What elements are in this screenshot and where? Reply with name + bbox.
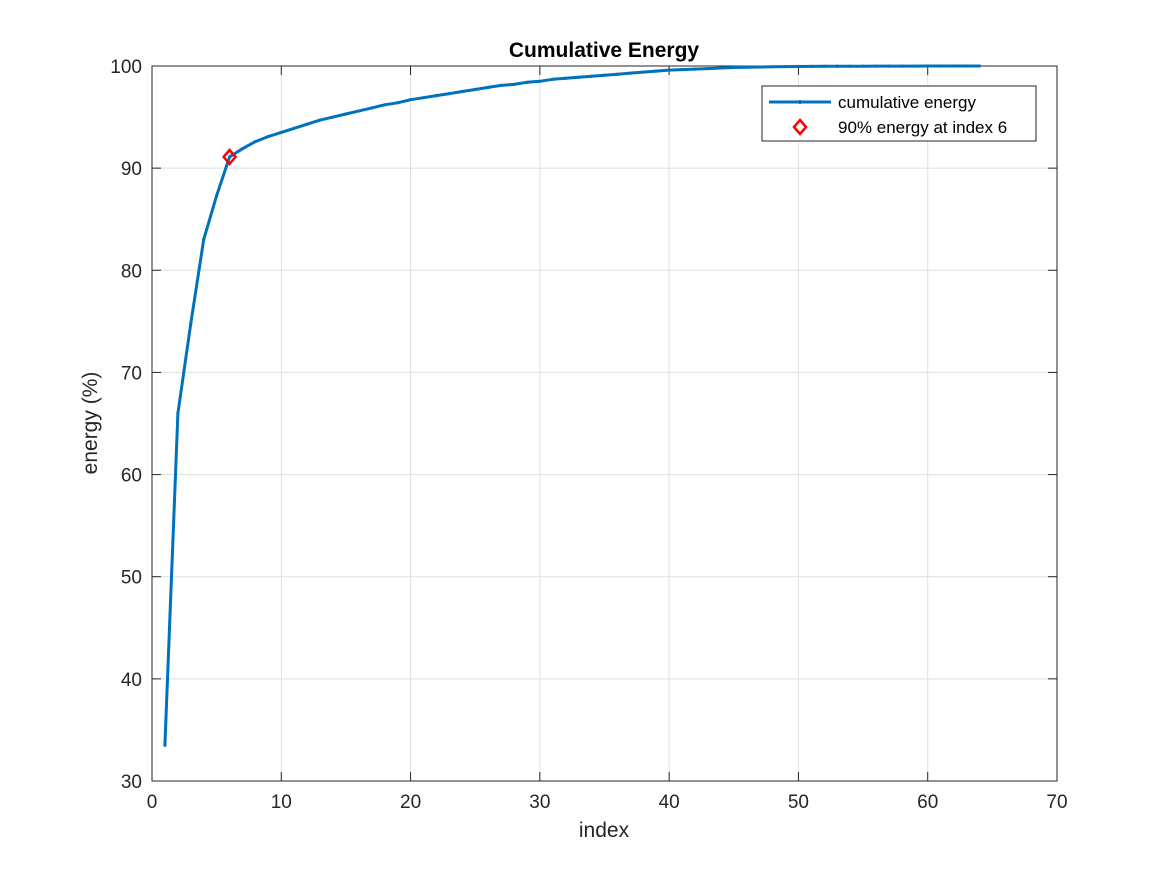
x-tick-label: 30 [529,792,550,813]
cumulative-energy-point [266,134,270,139]
cumulative-energy-point [770,65,775,69]
cumulative-energy-point [421,96,426,100]
cumulative-energy-point [900,64,904,68]
cumulative-energy-point [745,65,749,69]
cumulative-energy-point [551,77,555,81]
cumulative-energy-point [357,109,361,113]
cumulative-energy-point [253,139,258,144]
cumulative-energy-point [564,76,568,80]
cumulative-energy-point [964,64,969,68]
threshold-diamond-marker [221,147,238,166]
cumulative-energy-point [641,70,645,74]
cumulative-energy-point [719,66,723,70]
cumulative-energy-point [163,743,167,747]
cumulative-energy-point [227,155,232,159]
cumulative-energy-point [525,80,529,84]
cumulative-energy-point [279,130,283,134]
x-tick-label: 20 [400,792,421,813]
cumulative-energy-point [176,411,180,415]
cumulative-energy-point [240,147,245,151]
y-tick-label: 90 [121,159,142,180]
cumulative-energy-point [809,64,813,69]
y-tick-label: 30 [121,772,142,793]
cumulative-energy-point [305,122,309,126]
plot-area-border [151,65,1058,782]
cumulative-energy-point [486,85,490,90]
cumulative-energy-point [318,118,322,122]
cumulative-energy-point [758,65,762,69]
cumulative-energy-point [913,64,917,68]
cumulative-energy-point [693,67,697,71]
y-tick-label: 40 [121,670,142,691]
cumulative-energy-point [408,98,413,102]
cumulative-energy-point [861,64,865,68]
cumulative-energy-point [732,65,736,70]
legend-box [761,85,1037,142]
x-tick-label: 10 [271,792,292,813]
cumulative-energy-point [512,82,516,86]
cumulative-energy-point [577,75,581,79]
cumulative-energy-point [926,64,930,68]
cumulative-energy-line [163,64,980,746]
y-tick-label: 80 [121,261,142,282]
cumulative-energy-point [460,89,464,94]
legend-entry-cumulative-energy: cumulative energy [838,93,976,112]
cumulative-energy-point [939,64,943,68]
legend-point-marker [798,100,802,104]
cumulative-energy-point [602,73,607,77]
cumulative-energy-point [874,64,878,68]
cumulative-energy-point [215,194,219,198]
cumulative-energy-point [680,67,684,72]
cumulative-energy-point [292,126,296,130]
x-tick-label: 70 [1046,792,1067,813]
y-tick-label: 100 [110,57,142,78]
cumulative-energy-point [667,68,671,72]
y-tick-label: 60 [121,466,142,487]
cumulative-energy-point [344,112,348,116]
x-tick-label: 50 [788,792,809,813]
cumulative-energy-point [434,94,439,98]
cumulative-energy-point [628,71,632,75]
legend-entry-90-energy: 90% energy at index 6 [838,118,1007,137]
cumulative-energy-point [706,66,710,71]
cumulative-energy-point [835,64,839,68]
cumulative-energy-point [189,321,193,325]
cumulative-energy-point [383,103,387,107]
cumulative-energy-point [615,72,620,76]
cumulative-energy-point [396,101,400,105]
x-tick-label: 0 [147,792,158,813]
chart-title: Cumulative Energy [509,39,700,62]
cumulative-energy-point [951,64,956,68]
x-tick-label: 40 [659,792,680,813]
cumulative-energy-point [499,83,503,88]
cumulative-energy-point [887,64,891,68]
legend: cumulative energy 90% energy at index 6 [761,85,1037,142]
x-axis-label: index [579,819,630,842]
cumulative-energy-point [589,74,594,78]
cumulative-energy-point [370,106,374,110]
cumulative-energy-point [447,91,451,96]
cumulative-energy-point [473,87,477,92]
y-tick-label: 50 [121,568,142,589]
cumulative-energy-point [848,64,852,68]
cumulative-energy-point [783,65,788,69]
cumulative-energy-point [977,64,982,68]
cumulative-energy-point [822,64,826,68]
cumulative-energy-point [654,69,658,73]
cumulative-energy-point [331,115,335,119]
cumulative-energy-point [202,238,206,242]
series-layer [163,64,982,747]
legend-diamond-marker [792,118,808,136]
axis-ticks: 0 10 20 30 40 50 60 70 30 40 50 60 70 80 90 100 [110,57,1067,813]
y-tick-label: 70 [121,363,142,384]
cumulative-energy-point [796,64,801,69]
cumulative-energy-point [538,79,542,83]
x-tick-label: 60 [917,792,938,813]
y-axis-label: energy (%) [79,372,102,475]
grid [152,66,1057,781]
